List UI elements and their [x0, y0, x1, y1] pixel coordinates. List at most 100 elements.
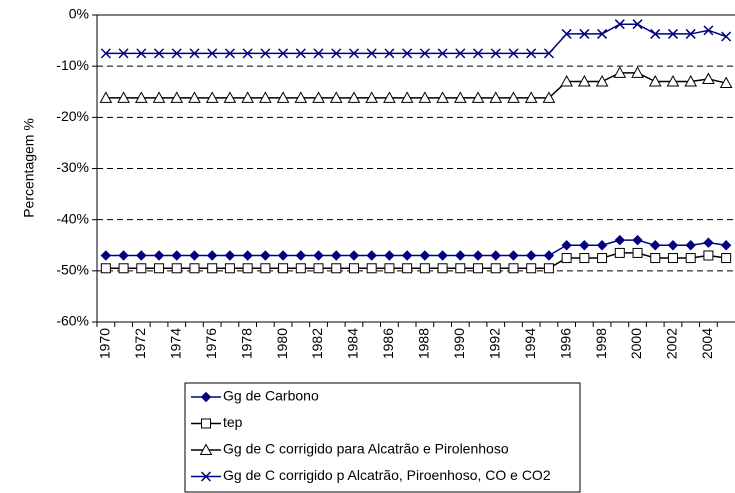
- point: [223, 91, 237, 103]
- point: [100, 250, 112, 261]
- point: [632, 247, 643, 258]
- point: [331, 263, 342, 274]
- point: [614, 234, 626, 246]
- x-tick-label: 1996: [557, 328, 573, 359]
- legend-label: Gg de C corrigido para Alcatrão e Pirole…: [223, 441, 509, 457]
- legend-label: Gg de C corrigido p Alcatrão, Piroenhoso…: [223, 467, 551, 483]
- point: [366, 263, 377, 274]
- y-tick-label: -40%: [56, 210, 89, 226]
- point: [100, 48, 111, 59]
- point: [313, 250, 324, 261]
- point: [117, 91, 130, 103]
- x-tick-label: 1972: [132, 328, 148, 359]
- point: [294, 91, 308, 103]
- point: [260, 48, 271, 59]
- point: [508, 263, 519, 274]
- point: [200, 391, 212, 403]
- point: [331, 250, 342, 261]
- point: [561, 253, 572, 264]
- point: [242, 48, 253, 59]
- point: [667, 253, 678, 264]
- point: [401, 250, 413, 261]
- point: [383, 91, 396, 103]
- point: [313, 48, 324, 59]
- point: [721, 31, 732, 42]
- point: [402, 48, 413, 59]
- point: [100, 263, 111, 274]
- point: [632, 234, 643, 246]
- point: [295, 250, 307, 261]
- point: [400, 91, 414, 103]
- point: [278, 263, 289, 274]
- point: [366, 48, 377, 59]
- point: [241, 91, 254, 103]
- point: [276, 91, 290, 103]
- point: [384, 263, 395, 274]
- point: [384, 48, 395, 59]
- x-tick-label: 1984: [345, 328, 361, 359]
- y-tick-label: -10%: [56, 57, 89, 73]
- point: [667, 240, 679, 251]
- point: [134, 91, 148, 103]
- point: [455, 263, 466, 274]
- point: [312, 91, 325, 103]
- point: [472, 250, 484, 261]
- point: [224, 48, 235, 59]
- x-tick-label: 1994: [522, 328, 538, 359]
- point: [418, 91, 432, 103]
- point: [685, 253, 696, 264]
- x-tick-label: 1970: [97, 328, 113, 359]
- point: [136, 250, 147, 261]
- point: [136, 48, 147, 59]
- point: [295, 263, 306, 274]
- point: [278, 48, 289, 59]
- point: [206, 250, 218, 261]
- point: [118, 263, 129, 274]
- point: [260, 263, 271, 274]
- point: [347, 91, 361, 103]
- x-tick-label: 1988: [416, 328, 432, 359]
- point: [188, 91, 201, 103]
- point: [561, 240, 572, 251]
- point: [171, 250, 182, 261]
- point: [597, 253, 608, 264]
- point: [614, 19, 625, 30]
- point: [419, 263, 430, 274]
- point: [613, 66, 627, 78]
- series-line: [105, 23, 727, 55]
- point: [437, 250, 448, 261]
- point: [720, 240, 732, 251]
- point: [153, 48, 165, 59]
- y-tick-label: -60%: [56, 313, 89, 329]
- point: [525, 250, 537, 261]
- point: [331, 48, 342, 59]
- y-tick-label: -50%: [56, 262, 89, 278]
- point: [365, 91, 379, 103]
- point: [561, 28, 572, 39]
- point: [595, 74, 609, 87]
- legend-label: tep: [223, 414, 243, 430]
- point: [259, 91, 272, 103]
- point: [578, 74, 591, 87]
- point: [596, 240, 608, 251]
- y-tick-label: -20%: [56, 108, 89, 124]
- point: [329, 91, 343, 103]
- point: [99, 91, 113, 103]
- point: [614, 247, 625, 258]
- point: [419, 48, 430, 59]
- point: [719, 76, 733, 89]
- point: [650, 253, 661, 264]
- point: [313, 263, 324, 274]
- point: [631, 66, 644, 78]
- y-axis-label: Percentagem %: [21, 118, 37, 218]
- x-tick-label: 2004: [699, 328, 715, 359]
- point: [437, 48, 448, 59]
- point: [648, 74, 662, 87]
- x-tick-label: 1986: [380, 328, 396, 359]
- point: [348, 48, 360, 59]
- point: [453, 91, 467, 103]
- point: [524, 91, 538, 103]
- point: [650, 28, 661, 39]
- point: [402, 263, 413, 274]
